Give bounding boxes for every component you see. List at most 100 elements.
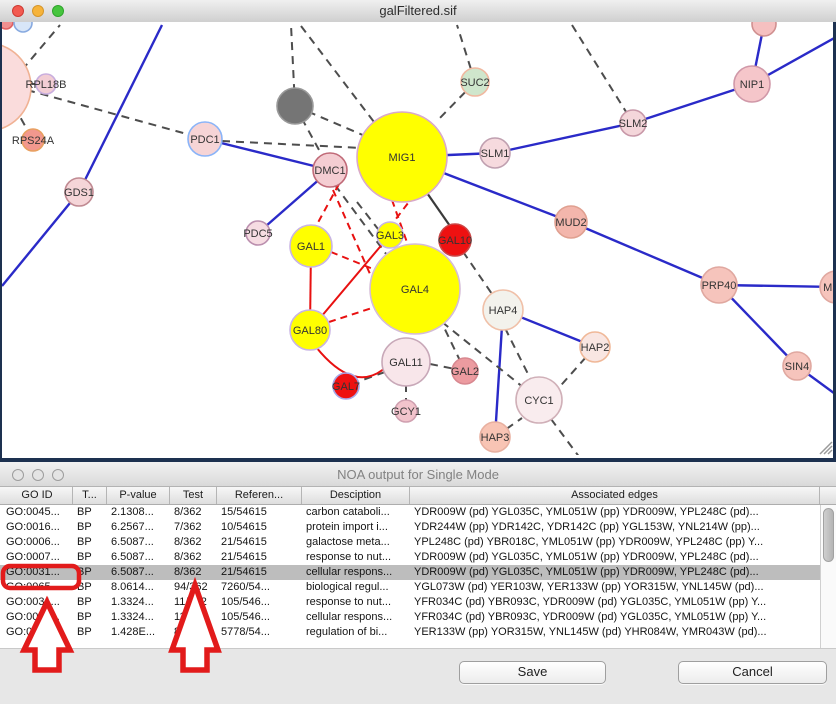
edge-redDash[interactable] <box>332 189 371 275</box>
edge-red[interactable] <box>315 346 386 379</box>
edge-gray[interactable] <box>550 418 580 455</box>
cell: 7/362 <box>174 521 202 533</box>
node-corner-blue[interactable] <box>13 22 33 33</box>
edge-gray[interactable] <box>221 140 363 149</box>
close-button-inactive[interactable] <box>12 469 24 481</box>
table-row[interactable]: GO:0050... BP 1.428E... 80/362 5778/54... reg… <box>0 625 820 640</box>
column-header-associated-edges[interactable]: Associated edges <box>410 487 820 504</box>
column-header-desciption[interactable]: Desciption <box>302 487 410 504</box>
edge-redDash[interactable] <box>328 307 373 323</box>
node-GAL7[interactable] <box>332 372 360 400</box>
edge-gray[interactable] <box>554 346 596 393</box>
node-PDC1[interactable] <box>187 121 223 157</box>
node-corner-red[interactable] <box>2 22 14 30</box>
network-canvas[interactable]: MIG1 GAL4 RPL18B RPS24A GDS1 PDC1 DMC1 PDC5 SUC2… <box>0 22 836 462</box>
node-GAL80[interactable] <box>289 309 331 351</box>
table-row[interactable]: GO:0007... BP 6.5087... 8/362 21/54615 respon… <box>0 550 820 565</box>
resize-grip-icon[interactable] <box>819 441 833 455</box>
edge-gray[interactable] <box>334 184 393 263</box>
node-HAP3[interactable] <box>479 421 511 453</box>
node-PRP40[interactable] <box>700 266 738 304</box>
cell: 1.3324... <box>111 596 154 608</box>
cell: 10/54615 <box>221 521 267 533</box>
edge-blue[interactable] <box>632 82 753 125</box>
edge-blue[interactable] <box>493 309 505 438</box>
edge-blue[interactable] <box>570 220 720 287</box>
node-GAL4[interactable] <box>369 243 461 335</box>
node-label-PDC5: PDC5 <box>243 228 272 240</box>
save-button[interactable]: Save <box>459 661 606 684</box>
edge-blue[interactable] <box>718 283 833 289</box>
cell: GO:0065... <box>6 581 60 593</box>
edge-gray[interactable] <box>294 105 366 137</box>
zoom-button[interactable] <box>52 5 64 17</box>
column-header-t-[interactable]: T... <box>73 487 107 504</box>
node-HAP4[interactable] <box>482 289 524 331</box>
node-NIP1[interactable] <box>733 65 771 103</box>
node-SLM1[interactable] <box>479 137 511 169</box>
node-RPS24A[interactable] <box>21 128 45 152</box>
column-header-p-value[interactable]: P-value <box>107 487 170 504</box>
edge-gray[interactable] <box>571 24 634 124</box>
edge-blue[interactable] <box>2 191 80 287</box>
node-SUC2[interactable] <box>460 67 490 97</box>
noa-titlebar[interactable]: NOA output for Single Mode <box>0 462 836 487</box>
edge-redDash[interactable] <box>391 199 410 249</box>
cell: YPL248C (pd) YBR018C, YML051W (pp) YDR00… <box>414 536 764 548</box>
node-PDC5[interactable] <box>245 220 271 246</box>
edge-redDash[interactable] <box>330 251 374 270</box>
node-GDS1[interactable] <box>64 177 94 207</box>
node-GAL2[interactable] <box>451 357 479 385</box>
cell: cellular respons... <box>306 611 393 623</box>
table-row[interactable]: GO:0065... BP 8.0614... 94/362 7260/54... bio… <box>0 580 820 595</box>
node-GAL11[interactable] <box>381 337 431 387</box>
zoom-button-inactive[interactable] <box>52 469 64 481</box>
node-GAL1[interactable] <box>289 224 333 268</box>
table-row[interactable]: GO:0031... BP 6.5087... 8/362 21/54615 cellul… <box>0 565 820 580</box>
node-RPL18B[interactable] <box>35 73 57 95</box>
edge-blue[interactable] <box>204 137 331 172</box>
node-label-RPS24A: RPS24A <box>12 135 55 147</box>
scrollbar-thumb[interactable] <box>823 508 834 562</box>
table-row[interactable]: GO:0016... BP 6.2567... 7/362 10/54615 protei… <box>0 520 820 535</box>
edge-redDash[interactable] <box>314 183 340 229</box>
node-CYC1[interactable] <box>515 376 563 424</box>
edge-gray[interactable] <box>300 25 375 123</box>
network-titlebar[interactable]: galFiltered.sif <box>0 0 836 23</box>
table-row[interactable]: GO:0045... BP 2.1308... 8/362 15/54615 carbon… <box>0 505 820 520</box>
edge-gray[interactable] <box>435 81 476 123</box>
node-GAL3[interactable] <box>376 221 404 249</box>
edge-gray[interactable] <box>21 24 61 71</box>
table-row[interactable]: GO:0031... BP 1.3324... 11/362 105/546... cel… <box>0 610 820 625</box>
edge-gray[interactable] <box>456 24 476 83</box>
node-MSI1[interactable] <box>819 270 833 304</box>
node-top-right-pink[interactable] <box>751 22 777 37</box>
edge-blue[interactable] <box>494 121 634 155</box>
node-GCY1[interactable] <box>394 399 418 423</box>
column-header-go-id[interactable]: GO ID <box>2 487 73 504</box>
edge-gray[interactable] <box>504 327 533 383</box>
close-button[interactable] <box>12 5 24 17</box>
minimize-button-inactive[interactable] <box>32 469 44 481</box>
node-DMC1[interactable] <box>312 152 348 188</box>
column-header-referen-[interactable]: Referen... <box>217 487 302 504</box>
edge-blue[interactable] <box>77 24 164 193</box>
cell: 8/362 <box>174 536 202 548</box>
node-GAL10[interactable] <box>438 223 472 257</box>
node-SIN4[interactable] <box>782 351 812 381</box>
node-unlabeled-left[interactable] <box>2 43 32 131</box>
node-SLM2[interactable] <box>619 109 647 137</box>
table-row[interactable]: GO:0031... BP 1.3324... 11/362 105/546... res… <box>0 595 820 610</box>
node-MIG1[interactable] <box>356 111 448 203</box>
vertical-scrollbar[interactable] <box>820 505 836 691</box>
cell: 6.5087... <box>111 551 154 563</box>
node-label-GAL7: GAL7 <box>332 381 360 393</box>
node-HAP2[interactable] <box>579 331 611 363</box>
node-unlabeled-gray[interactable] <box>276 87 314 125</box>
column-header-test[interactable]: Test <box>170 487 217 504</box>
minimize-button[interactable] <box>32 5 44 17</box>
table-row[interactable]: GO:0006... BP 6.5087... 8/362 21/54615 galact… <box>0 535 820 550</box>
edge-gray[interactable] <box>26 89 206 140</box>
cancel-button[interactable]: Cancel <box>678 661 827 684</box>
node-MUD2[interactable] <box>554 205 588 239</box>
